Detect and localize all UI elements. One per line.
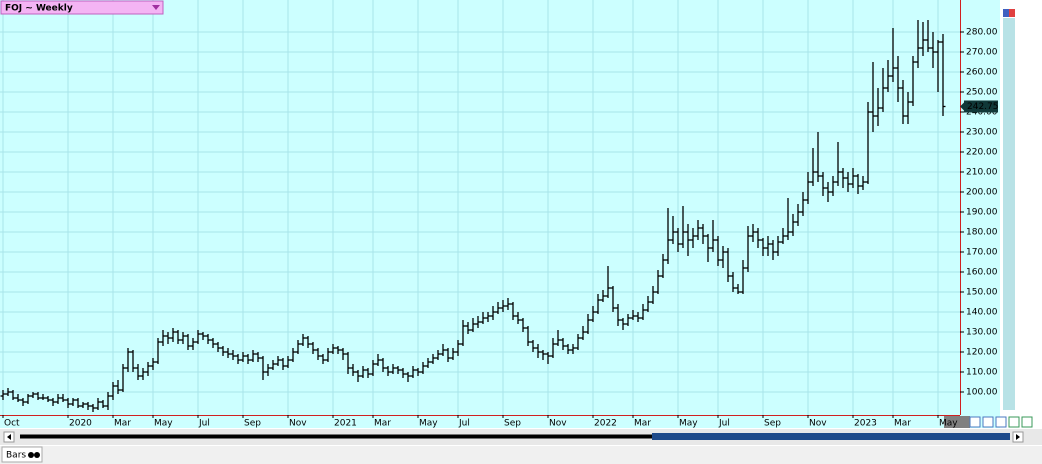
y-tick-label: 200.00 (966, 188, 998, 198)
y-tick-label: 190.00 (966, 208, 998, 218)
nav-buttons (969, 416, 1033, 428)
arrow-icon (1016, 434, 1020, 440)
y-tick-label: 270.00 (966, 48, 998, 58)
icon[interactable] (1009, 9, 1015, 17)
last-price-label: 242.75 (967, 102, 999, 112)
scroll-track (20, 434, 1010, 439)
nav-button[interactable] (982, 416, 994, 428)
y-tick-label: 230.00 (966, 128, 998, 138)
last-price-pointer (960, 102, 964, 111)
x-tick-label: Mar (894, 419, 911, 429)
nav-button[interactable] (1008, 416, 1020, 428)
tab[interactable] (1, 446, 43, 463)
y-tick-label: 150.00 (966, 288, 998, 298)
x-tick-label: Sep (504, 419, 521, 429)
symbol-label: FOJ ~ Weekly (5, 4, 73, 14)
axis-marker (944, 416, 970, 428)
nav-button[interactable] (1021, 416, 1033, 428)
x-tick-label: 2022 (594, 419, 617, 429)
x-tick-label: Jul (718, 419, 730, 429)
y-tick-label: 130.00 (966, 328, 998, 338)
x-tick-label: May (939, 419, 958, 429)
y-tick-label: 110.00 (966, 368, 998, 378)
x-tick-label: Mar (634, 419, 651, 429)
y-tick-label: 280.00 (966, 28, 998, 38)
x-tick-label: Nov (549, 419, 567, 429)
x-tick-label: Jul (458, 419, 470, 429)
bars (0, 20, 946, 412)
x-tick-label: May (419, 419, 438, 429)
dropdown-arrow[interactable] (152, 5, 160, 10)
x-tick-label: Mar (114, 419, 131, 429)
y-tick-label: 120.00 (966, 348, 998, 358)
x-tick-label: May (679, 419, 698, 429)
nav-button[interactable] (995, 416, 1007, 428)
y-tick-label: 260.00 (966, 68, 998, 78)
y-tick-label: 140.00 (966, 308, 998, 318)
x-tick-label: Nov (809, 419, 827, 429)
tab-label: Bars (6, 451, 26, 461)
grid (0, 0, 960, 415)
y-tick-label: 250.00 (966, 88, 998, 98)
plot-area (0, 0, 1000, 428)
x-tick-label: Jul (198, 419, 210, 429)
tab-icon (34, 452, 40, 458)
x-tick-label: Sep (764, 419, 781, 429)
x-tick-label: Oct (4, 419, 20, 429)
icon[interactable] (1003, 9, 1009, 17)
y-tick-label: 100.00 (966, 388, 998, 398)
y-tick-label: 160.00 (966, 268, 998, 278)
symbol-box[interactable] (0, 0, 164, 15)
x-tick-label: Mar (374, 419, 391, 429)
x-tick-label: 2021 (334, 419, 357, 429)
side-panel (1003, 18, 1015, 410)
x-tick-label: 2020 (69, 419, 92, 429)
last-price-box (964, 100, 998, 113)
tab-row (0, 446, 1042, 464)
tab-icon (28, 452, 34, 458)
y-tick-label: 180.00 (966, 228, 998, 238)
nav-button[interactable] (969, 416, 981, 428)
arrow-icon (7, 434, 11, 440)
x-tick-label: Nov (289, 419, 307, 429)
y-tick-label: 210.00 (966, 168, 998, 178)
x-tick-label: 2023 (854, 419, 877, 429)
x-tick-label: Sep (244, 419, 261, 429)
y-tick-label: 220.00 (966, 148, 998, 158)
x-tick-label: May (154, 419, 173, 429)
scroll-thumb[interactable] (652, 433, 1010, 440)
y-tick-label: 170.00 (966, 248, 998, 258)
